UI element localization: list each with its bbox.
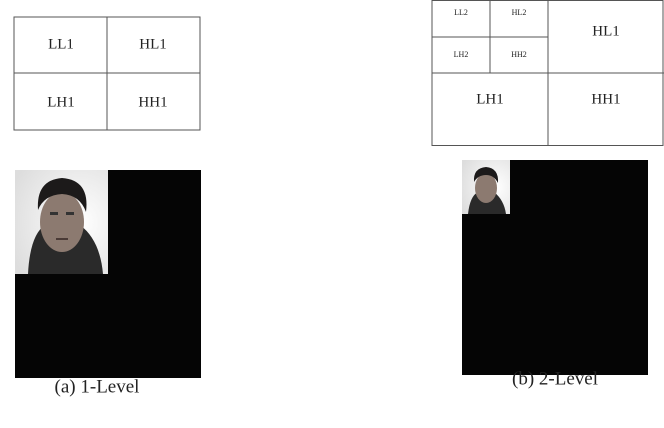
band-label: LL1 bbox=[48, 36, 74, 52]
mouth bbox=[56, 238, 68, 240]
eye bbox=[50, 212, 58, 215]
band-label: LH2 bbox=[454, 50, 469, 59]
caption: (a) 1-Level bbox=[55, 376, 140, 397]
image-1level bbox=[15, 170, 201, 378]
band-label: LH1 bbox=[476, 91, 504, 107]
figure: LL1 HL1 LH1 HH1 (a) 1-Level LL2 HL2 LH2 … bbox=[0, 0, 664, 428]
band-label: HL2 bbox=[512, 8, 527, 17]
band-label: HH1 bbox=[138, 94, 167, 110]
eye bbox=[66, 212, 74, 215]
band-label: LH1 bbox=[47, 94, 75, 110]
face bbox=[40, 192, 84, 252]
grid-1level: LL1 HL1 LH1 HH1 bbox=[14, 17, 200, 130]
band-label: HL1 bbox=[139, 36, 167, 52]
caption: (b) 2-Level bbox=[512, 368, 598, 389]
band-label: LL2 bbox=[454, 8, 468, 17]
band-label: HH1 bbox=[591, 91, 620, 107]
band-label: HH2 bbox=[511, 50, 527, 59]
grid-2level: LL2 HL2 LH2 HH2 HL1 LH1 HH1 bbox=[432, 0, 664, 146]
band-label: HL1 bbox=[592, 23, 620, 39]
image-2level bbox=[462, 160, 648, 375]
